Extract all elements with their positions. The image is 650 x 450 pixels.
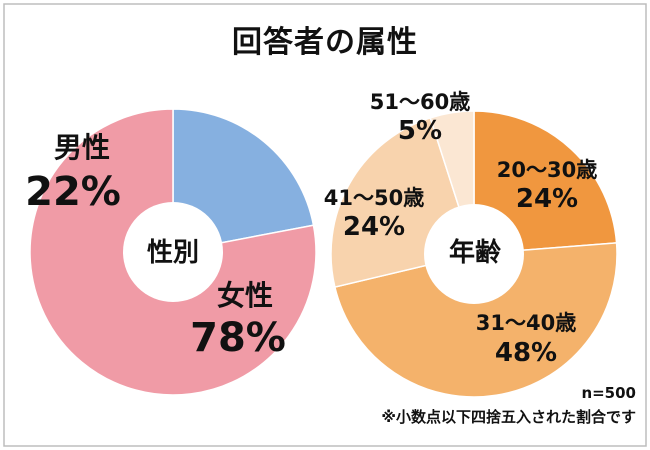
age-center-label: 年齢 xyxy=(448,238,501,268)
slice-value-51-60: 5% xyxy=(397,116,443,146)
slice-label-male: 男性 xyxy=(53,131,110,164)
pie-center-hole xyxy=(424,204,524,304)
pie-slice-age-0 xyxy=(473,110,618,255)
age-pie xyxy=(330,110,618,398)
slice-value-20-30: 24% xyxy=(515,184,579,214)
slice-label-female: 女性 xyxy=(216,279,273,312)
slice-value-41-50: 24% xyxy=(342,212,406,242)
pie-slice-age-1 xyxy=(333,242,618,398)
slice-label-20-30: 20～30歳 xyxy=(496,158,598,182)
slice-label-41-50: 41～50歳 xyxy=(323,186,425,210)
chart-title: 回答者の属性 xyxy=(232,25,418,60)
slice-value-female: 78% xyxy=(190,315,286,361)
rounding-note: ※小数点以下四捨五入された割合です xyxy=(381,408,636,426)
slice-label-31-40: 31～40歳 xyxy=(475,311,577,335)
slice-value-male: 22% xyxy=(25,169,121,215)
gender-center-label: 性別 xyxy=(146,238,199,268)
sample-size: n=500 xyxy=(581,384,636,402)
gender-pie xyxy=(29,108,317,396)
pie-center-hole xyxy=(123,202,223,302)
pie-slice-gender-0 xyxy=(172,108,315,253)
slice-label-51-60: 51～60歳 xyxy=(369,90,471,114)
slice-value-31-40: 48% xyxy=(494,338,558,368)
